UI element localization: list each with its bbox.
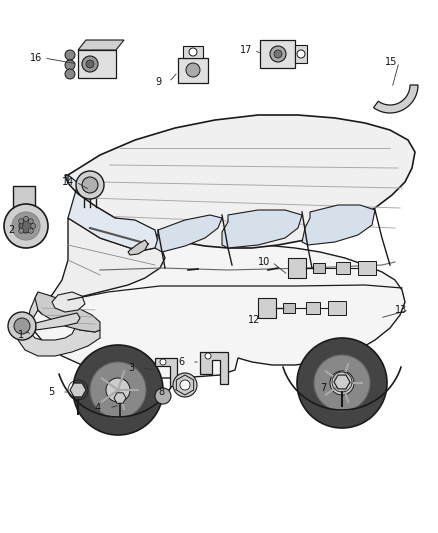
Text: 16: 16 xyxy=(30,53,42,63)
Bar xyxy=(78,50,116,78)
Polygon shape xyxy=(177,375,194,395)
Polygon shape xyxy=(38,218,165,314)
Circle shape xyxy=(189,48,197,56)
Polygon shape xyxy=(52,292,85,312)
Bar xyxy=(260,40,295,68)
Text: 7: 7 xyxy=(320,383,326,393)
Bar xyxy=(183,46,203,58)
Bar xyxy=(178,58,208,83)
Bar xyxy=(13,186,35,210)
Bar xyxy=(313,263,325,273)
Text: 12: 12 xyxy=(248,315,260,325)
Circle shape xyxy=(82,56,98,72)
Text: 10: 10 xyxy=(258,257,270,267)
Bar xyxy=(358,261,376,275)
Polygon shape xyxy=(374,85,418,113)
Polygon shape xyxy=(155,215,222,252)
Text: 1: 1 xyxy=(18,330,24,340)
Circle shape xyxy=(106,378,130,402)
Circle shape xyxy=(270,46,286,62)
Text: 5: 5 xyxy=(48,387,54,397)
Text: 8: 8 xyxy=(158,387,164,397)
Circle shape xyxy=(19,219,33,233)
Circle shape xyxy=(314,355,370,411)
Polygon shape xyxy=(18,292,100,356)
Circle shape xyxy=(90,362,146,418)
Polygon shape xyxy=(35,292,100,332)
Text: 2: 2 xyxy=(8,225,14,235)
Bar xyxy=(258,298,276,318)
Bar xyxy=(328,301,346,315)
Circle shape xyxy=(65,60,75,70)
Polygon shape xyxy=(32,243,405,378)
Text: 14: 14 xyxy=(62,177,74,187)
Bar xyxy=(288,258,306,278)
Circle shape xyxy=(28,219,33,224)
Text: 15: 15 xyxy=(385,57,397,67)
Circle shape xyxy=(330,371,354,395)
Circle shape xyxy=(31,223,36,229)
Circle shape xyxy=(19,219,24,224)
Circle shape xyxy=(297,50,305,58)
Polygon shape xyxy=(155,358,177,386)
Circle shape xyxy=(86,60,94,68)
Text: 17: 17 xyxy=(240,45,252,55)
Circle shape xyxy=(160,359,166,365)
Polygon shape xyxy=(65,115,415,248)
Bar xyxy=(295,45,307,63)
Polygon shape xyxy=(222,210,302,248)
Polygon shape xyxy=(334,375,350,389)
Circle shape xyxy=(205,353,211,359)
Circle shape xyxy=(8,312,36,340)
Circle shape xyxy=(155,388,171,404)
Circle shape xyxy=(12,212,40,240)
Circle shape xyxy=(14,318,30,334)
Circle shape xyxy=(65,50,75,60)
Text: 3: 3 xyxy=(128,363,134,373)
Circle shape xyxy=(274,50,282,58)
Circle shape xyxy=(73,345,163,435)
Polygon shape xyxy=(68,175,158,250)
Circle shape xyxy=(65,69,75,79)
Bar xyxy=(306,302,320,314)
Circle shape xyxy=(19,228,24,233)
Circle shape xyxy=(24,216,28,221)
Polygon shape xyxy=(78,40,124,50)
Bar xyxy=(283,303,295,313)
Circle shape xyxy=(173,373,197,397)
Text: 13: 13 xyxy=(395,305,407,315)
Circle shape xyxy=(4,204,48,248)
Text: 9: 9 xyxy=(155,77,161,87)
Text: 6: 6 xyxy=(178,357,184,367)
Polygon shape xyxy=(114,393,126,403)
Polygon shape xyxy=(200,352,228,384)
Polygon shape xyxy=(128,240,148,255)
Polygon shape xyxy=(70,383,86,397)
Circle shape xyxy=(28,228,33,233)
Circle shape xyxy=(76,171,104,199)
Text: 4: 4 xyxy=(95,403,101,413)
Polygon shape xyxy=(302,205,375,245)
Circle shape xyxy=(186,63,200,77)
Bar xyxy=(336,262,350,274)
Circle shape xyxy=(180,380,190,390)
Circle shape xyxy=(297,338,387,428)
Circle shape xyxy=(82,177,98,193)
Polygon shape xyxy=(36,313,80,330)
